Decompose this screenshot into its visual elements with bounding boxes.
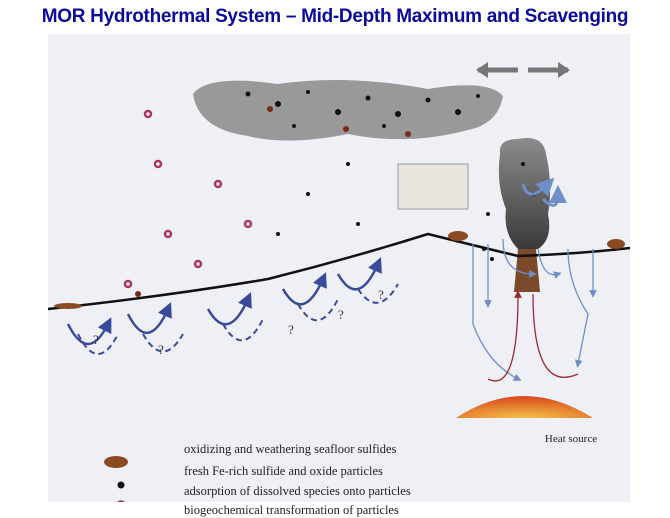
vent-chimney — [514, 249, 540, 292]
heat-source — [456, 396, 593, 418]
legend-item-fresh-particles: fresh Fe-rich sulfide and oxide particle… — [184, 464, 383, 478]
svg-text:?: ? — [378, 287, 384, 302]
spreading-arrows-icon — [476, 62, 570, 78]
deep-circulation-dashed — [77, 283, 399, 355]
hydrothermal-diagram: ????? Heat source oxidizing and weatheri… — [48, 34, 630, 517]
legend-item-biogeochemical: biogeochemical transformation of particl… — [184, 503, 399, 517]
svg-text:?: ? — [158, 342, 164, 357]
discharge-flow — [487, 290, 579, 382]
legend-item-adsorption: adsorption of dissolved species onto par… — [184, 484, 411, 498]
svg-text:?: ? — [288, 322, 294, 337]
transformed-particles — [135, 106, 411, 297]
diagram-svg: ????? — [48, 62, 630, 502]
question-marks: ????? — [93, 287, 384, 357]
shallow-circulation-cells — [66, 257, 382, 346]
vent-fauna-inset — [397, 163, 469, 210]
slide-title: MOR Hydrothermal System – Mid-Depth Maxi… — [41, 6, 629, 27]
black-particle-icon — [117, 481, 125, 489]
weathered-sulfide-icon — [104, 456, 128, 468]
buoyant-plume — [498, 138, 551, 249]
adsorption-particles — [123, 109, 253, 289]
legend-item-sulfides: oxidizing and weathering seafloor sulfid… — [184, 442, 397, 456]
neutrally-buoyant-plume — [193, 80, 503, 141]
heat-source-label: Heat source — [544, 433, 598, 445]
seafloor-sulfides — [54, 231, 625, 309]
seafloor-line — [48, 232, 630, 311]
svg-text:?: ? — [338, 307, 344, 322]
svg-text:?: ? — [93, 332, 99, 347]
recharge-flow — [472, 177, 597, 381]
